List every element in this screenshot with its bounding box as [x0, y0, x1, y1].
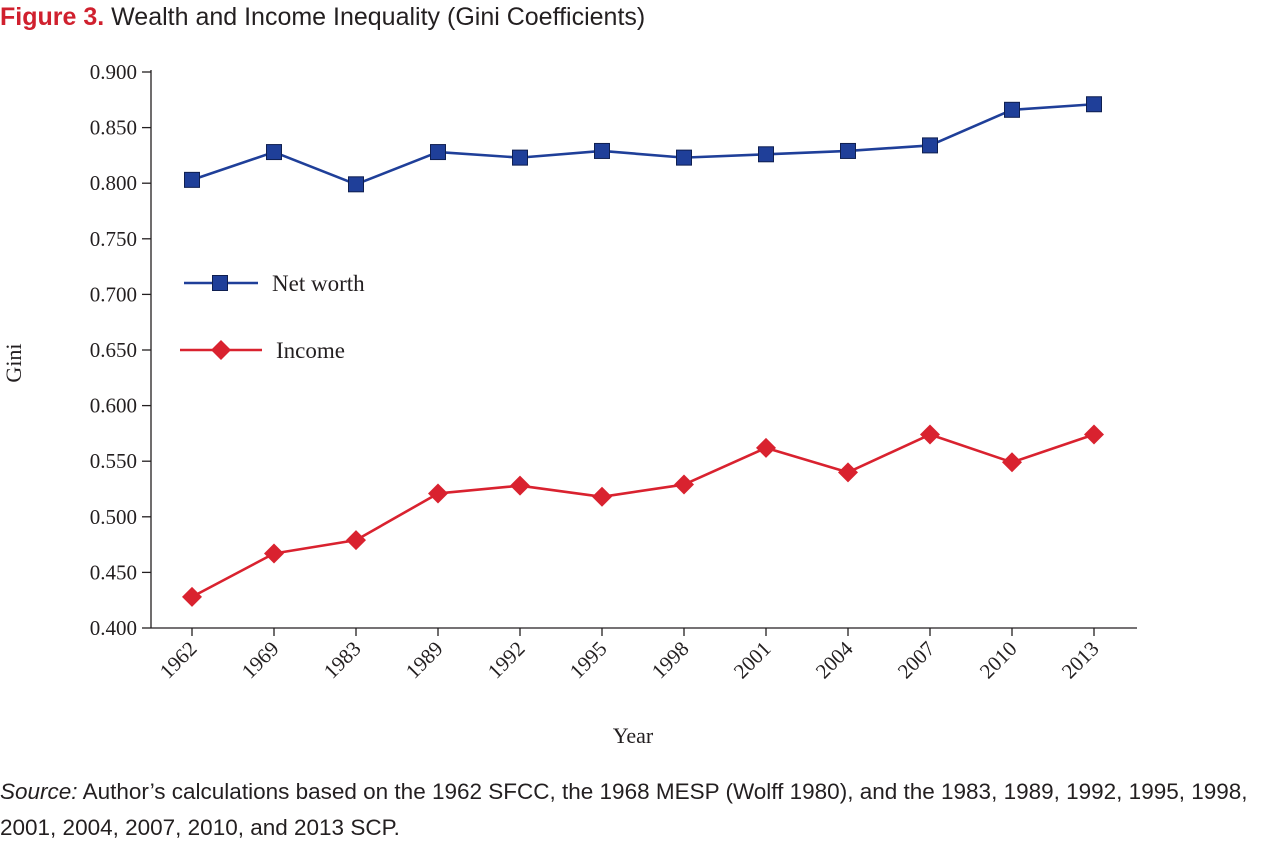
- data-point: [676, 149, 692, 166]
- figure-title-text: Wealth and Income Inequality (Gini Coeff…: [111, 3, 646, 31]
- legend-item: Income: [180, 338, 345, 363]
- x-tick-label: 2007: [893, 637, 940, 684]
- source-text: Author’s calculations based on the 1962 …: [0, 779, 1248, 840]
- gini-line-chart: 0.900 0.850 0.800 0.750 0.700 0.650 0.600 0.550…: [1, 60, 1137, 748]
- data-point: [1004, 101, 1020, 118]
- x-tick-label: 2010: [975, 637, 1022, 684]
- series-line: [191, 102, 1095, 186]
- y-axis-label: Gini: [1, 343, 26, 382]
- y-tick-label: 0.800: [90, 171, 137, 195]
- legend-label: Income: [276, 338, 345, 363]
- data-point: [920, 424, 940, 445]
- series-net-worth: [184, 96, 1102, 193]
- series-line: [191, 433, 1095, 599]
- data-point: [182, 586, 202, 607]
- data-point: [922, 137, 938, 154]
- x-ticks: 1962 1969 1983 1989 1992 1995 1998 2001 2004 2007…: [155, 628, 1104, 683]
- data-point: [346, 530, 366, 551]
- data-point: [758, 146, 774, 163]
- legend-item: Net worth: [184, 271, 365, 296]
- x-tick-label: 1992: [483, 637, 530, 684]
- y-tick-label: 0.500: [90, 505, 137, 529]
- data-point: [1086, 96, 1102, 113]
- y-tick-label: 0.900: [90, 60, 137, 84]
- y-tick-label: 0.400: [90, 616, 137, 640]
- x-tick-label: 1962: [155, 637, 202, 684]
- x-tick-label: 1995: [565, 637, 612, 684]
- source-label: Source:: [0, 779, 78, 804]
- x-tick-label: 1998: [647, 637, 694, 684]
- data-point: [348, 176, 364, 193]
- y-tick-label: 0.750: [90, 227, 137, 251]
- chart-legend: Net worth Income: [180, 271, 365, 363]
- figure-title: Figure 3. Wealth and Income Inequality (…: [0, 0, 1280, 36]
- x-tick-label: 1989: [401, 637, 448, 684]
- y-tick-label: 0.700: [90, 282, 137, 306]
- source-note: Source: Author’s calculations based on t…: [0, 774, 1280, 846]
- data-point: [512, 149, 528, 166]
- x-tick-label: 2013: [1057, 637, 1104, 684]
- x-tick-label: 2004: [811, 636, 858, 683]
- series-income: [182, 424, 1104, 607]
- data-point: [264, 543, 284, 564]
- data-point: [430, 144, 446, 161]
- y-ticks: 0.900 0.850 0.800 0.750 0.700 0.650 0.600 0.550…: [90, 60, 151, 640]
- legend-label: Net worth: [272, 271, 365, 296]
- data-point: [756, 437, 776, 458]
- y-tick-label: 0.850: [90, 116, 137, 140]
- chart-series: [182, 96, 1104, 607]
- data-point: [594, 142, 610, 159]
- chart-axes: [150, 70, 1137, 629]
- x-axis-label: Year: [613, 723, 654, 748]
- y-tick-label: 0.450: [90, 560, 137, 584]
- y-tick-label: 0.550: [90, 449, 137, 473]
- data-point: [184, 171, 200, 188]
- data-point: [592, 486, 612, 507]
- data-point: [266, 144, 282, 161]
- data-point: [674, 474, 694, 495]
- legend-marker: [212, 275, 228, 291]
- y-tick-label: 0.650: [90, 338, 137, 362]
- x-tick-label: 1969: [237, 637, 284, 684]
- data-point: [840, 142, 856, 159]
- data-point: [838, 462, 858, 483]
- y-tick-label: 0.600: [90, 394, 137, 418]
- x-tick-label: 2001: [729, 637, 776, 684]
- data-point: [510, 475, 530, 496]
- data-point: [1084, 424, 1104, 445]
- figure-label: Figure 3.: [0, 3, 105, 31]
- x-tick-label: 1983: [319, 637, 366, 684]
- legend-marker: [211, 340, 231, 360]
- data-point: [1002, 452, 1022, 473]
- data-point: [428, 483, 448, 504]
